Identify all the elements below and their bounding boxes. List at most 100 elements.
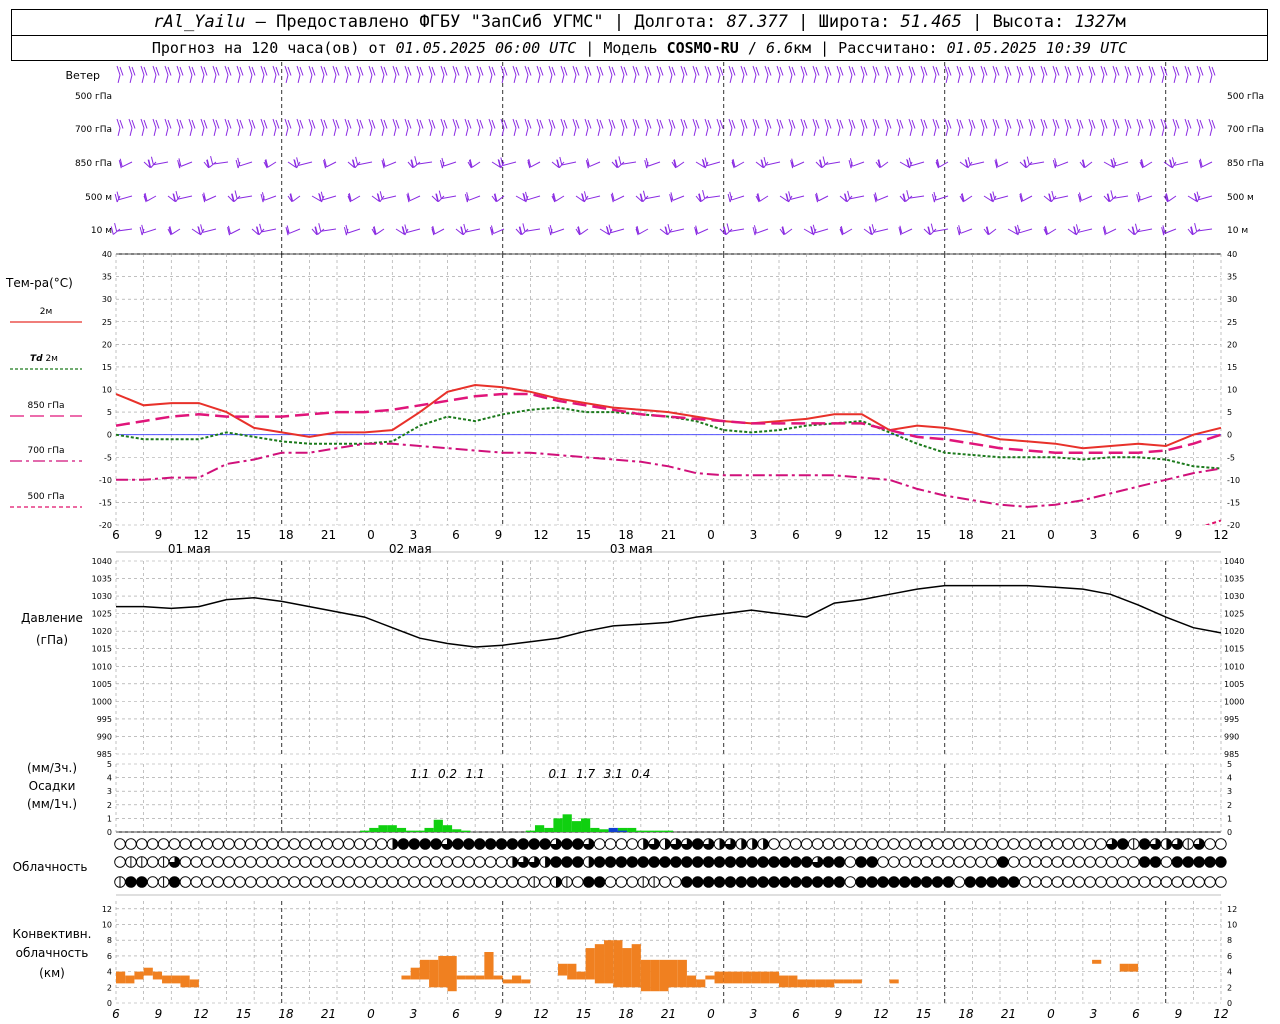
header-row-forecast: Прогноз на 120 часа(ов) от 01.05.2025 06… xyxy=(12,36,1267,61)
cloud-symbol xyxy=(441,856,453,868)
cloud-symbol xyxy=(986,838,998,850)
cloud-symbol xyxy=(277,838,290,850)
cloud-symbol xyxy=(920,838,933,850)
cloud-circle xyxy=(452,856,464,868)
wind-barb xyxy=(1198,195,1213,201)
wind-barb xyxy=(230,228,241,235)
wind-barb xyxy=(1174,161,1189,166)
wind-level-label-right: 500 гПа xyxy=(1227,92,1264,102)
wind-barb-flag xyxy=(584,65,589,76)
cloud-symbol xyxy=(986,876,998,888)
wind-barb xyxy=(843,228,853,235)
wind-barb-flag xyxy=(563,119,568,129)
cloud-symbol xyxy=(146,876,159,888)
wind-barb xyxy=(1197,74,1201,83)
wind-barb-flag xyxy=(402,226,406,236)
cloud-circle xyxy=(637,856,649,868)
wind-barb-flag xyxy=(719,119,724,129)
cloud-symbol xyxy=(582,856,595,868)
cloud-symbol xyxy=(800,838,813,850)
cloud-half-fill xyxy=(1166,838,1172,850)
wind-barb-flag xyxy=(260,65,265,76)
wind-barb xyxy=(406,228,421,234)
wind-barb-flag xyxy=(155,66,160,76)
cloud-symbol xyxy=(1117,838,1129,850)
wind-barb xyxy=(1149,127,1153,136)
cloud-symbol xyxy=(888,876,900,888)
cloud-symbol xyxy=(855,876,867,888)
wind-barb xyxy=(620,161,637,165)
cloud-symbol xyxy=(724,838,737,850)
wind-barb-flag xyxy=(965,159,969,169)
wind-barb-flag xyxy=(212,118,217,129)
cloud-circle xyxy=(1171,856,1184,868)
cloud-symbol xyxy=(811,876,824,888)
wind-barb xyxy=(239,161,253,167)
wind-barb-flag xyxy=(1076,65,1081,76)
wind-barb xyxy=(611,161,618,169)
wind-barb xyxy=(1105,228,1117,235)
wind-barb-flag xyxy=(763,156,767,166)
cloud-circle xyxy=(790,838,802,850)
wind-barb-flag xyxy=(224,65,229,76)
cloud-symbol xyxy=(942,856,955,868)
wind-barb-flag xyxy=(431,66,436,76)
wind-barb-flag xyxy=(1184,118,1189,129)
cloud-circle xyxy=(1149,876,1162,888)
precip-bar xyxy=(645,830,655,832)
wind-barb-flag xyxy=(392,65,397,76)
wind-barb xyxy=(1109,195,1117,202)
cloud-circle xyxy=(1084,856,1096,868)
cloud-circle xyxy=(909,838,922,850)
cloud-circle xyxy=(877,876,889,888)
conv-x-tick: 3 xyxy=(410,1007,418,1021)
cloud-circle xyxy=(866,838,878,850)
wind-barb-flag xyxy=(1175,66,1180,76)
cloud-threequarter-fill xyxy=(681,838,693,850)
calc-time: 01.05.2025 10:39 UTC xyxy=(946,39,1128,57)
wind-barb xyxy=(717,74,721,83)
conv-bar xyxy=(493,975,503,980)
wind-barb-flag xyxy=(239,66,244,76)
cloud-symbol xyxy=(572,876,584,888)
wind-barb-flag xyxy=(695,66,700,76)
wind-barb xyxy=(981,74,985,83)
wind-barb xyxy=(549,74,553,83)
wind-barb-flag xyxy=(1162,225,1166,234)
wind-barb xyxy=(117,74,121,83)
wind-barb-flag xyxy=(791,158,795,167)
legend-label-td-part: Td xyxy=(30,354,43,364)
wind-barb-flag xyxy=(644,118,649,129)
wind-barb-flag xyxy=(525,191,528,200)
wind-barb xyxy=(705,74,709,83)
cloud-title: Облачность xyxy=(13,860,88,874)
wind-barb-flag xyxy=(419,66,424,76)
wind-barb-flag xyxy=(392,118,397,129)
wind-barb-flag xyxy=(319,193,322,203)
cloud-circle xyxy=(768,876,780,888)
temp-tick-left: 35 xyxy=(102,273,112,282)
cloud-circle xyxy=(179,856,192,868)
conv-bar xyxy=(116,971,126,984)
cloud-circle xyxy=(822,876,835,888)
wind-barb-flag xyxy=(1007,66,1012,76)
cloud-circle xyxy=(670,876,682,888)
wind-barb xyxy=(405,127,409,136)
cloud-circle xyxy=(1193,856,1205,868)
wind-barb xyxy=(527,195,541,201)
cloud-symbol xyxy=(648,856,660,868)
wind-barb-flag xyxy=(563,66,568,76)
wind-barb xyxy=(945,74,949,83)
cloud-symbol xyxy=(397,876,410,888)
cloud-symbol xyxy=(277,856,290,868)
cloud-symbol xyxy=(1106,876,1118,888)
cloud-symbol xyxy=(364,838,377,850)
temp-tick-left: 30 xyxy=(102,295,112,304)
cloud-circle xyxy=(615,876,628,888)
wind-barb xyxy=(610,228,625,234)
cloud-threequarter-fill xyxy=(169,856,180,868)
wind-barb-flag xyxy=(1148,118,1153,129)
conv-bar xyxy=(401,975,411,980)
wind-barb xyxy=(429,74,433,83)
wind-barb-flag xyxy=(887,66,892,76)
